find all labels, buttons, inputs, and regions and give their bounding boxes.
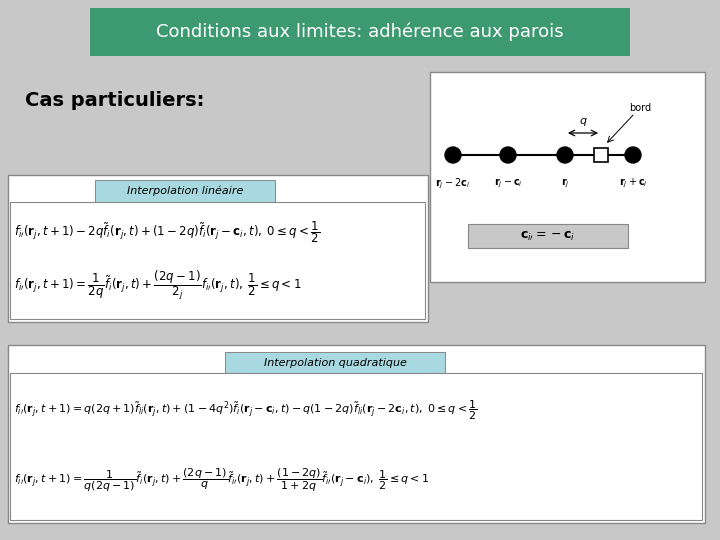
Bar bbox=[90, 8, 630, 56]
Text: $f_{i\prime}(\mathbf{r}_j, t+1) = \dfrac{1}{2q}\tilde{f}_i(\mathbf{r}_j,t) + \df: $f_{i\prime}(\mathbf{r}_j, t+1) = \dfrac… bbox=[14, 268, 302, 302]
Text: $\mathbf{r}_j-\mathbf{c}_i$: $\mathbf{r}_j-\mathbf{c}_i$ bbox=[494, 177, 523, 191]
Bar bbox=[8, 345, 705, 523]
Bar bbox=[8, 175, 428, 322]
Bar bbox=[225, 352, 445, 374]
Text: $\mathbf{r}_j$: $\mathbf{r}_j$ bbox=[561, 177, 570, 191]
Text: Conditions aux limites: adhérence aux parois: Conditions aux limites: adhérence aux pa… bbox=[156, 23, 564, 41]
Circle shape bbox=[445, 147, 461, 163]
Text: Cas particuliers:: Cas particuliers: bbox=[25, 91, 204, 110]
Text: Interpolation quadratique: Interpolation quadratique bbox=[264, 358, 406, 368]
Bar bbox=[10, 373, 702, 520]
Text: $f_{\bar{i}\prime}(\mathbf{r}_j, t+1) - 2q\tilde{f}_i(\mathbf{r}_j,t) + (1-2q)\t: $f_{\bar{i}\prime}(\mathbf{r}_j, t+1) - … bbox=[14, 219, 320, 245]
Circle shape bbox=[557, 147, 573, 163]
Bar bbox=[594, 148, 608, 162]
Text: bord: bord bbox=[629, 103, 651, 113]
Bar bbox=[95, 180, 275, 202]
Text: $q$: $q$ bbox=[579, 116, 588, 128]
Bar bbox=[468, 224, 628, 248]
Text: $f_{i\prime}(\mathbf{r}_j, t+1) = \dfrac{1}{q(2q-1)}\tilde{f}_i(\mathbf{r}_j,t) : $f_{i\prime}(\mathbf{r}_j, t+1) = \dfrac… bbox=[14, 466, 429, 494]
Circle shape bbox=[500, 147, 516, 163]
Text: $\mathbf{r}_j+\mathbf{c}_i$: $\mathbf{r}_j+\mathbf{c}_i$ bbox=[618, 177, 647, 191]
Bar bbox=[10, 202, 425, 319]
Text: $\mathbf{c}_{i\prime} = -\mathbf{c}_i$: $\mathbf{c}_{i\prime} = -\mathbf{c}_i$ bbox=[521, 230, 576, 242]
Bar bbox=[430, 72, 705, 282]
Circle shape bbox=[625, 147, 641, 163]
Text: $\mathbf{r}_j-2\mathbf{c}_i$: $\mathbf{r}_j-2\mathbf{c}_i$ bbox=[436, 177, 470, 191]
Text: Interpolation linéaire: Interpolation linéaire bbox=[127, 186, 243, 196]
Text: $f_{i\prime}(\mathbf{r}_j, t+1) = q(2q+1)\tilde{f}_{li}(\mathbf{r}_j,t) + (1-4q^: $f_{i\prime}(\mathbf{r}_j, t+1) = q(2q+1… bbox=[14, 399, 477, 422]
